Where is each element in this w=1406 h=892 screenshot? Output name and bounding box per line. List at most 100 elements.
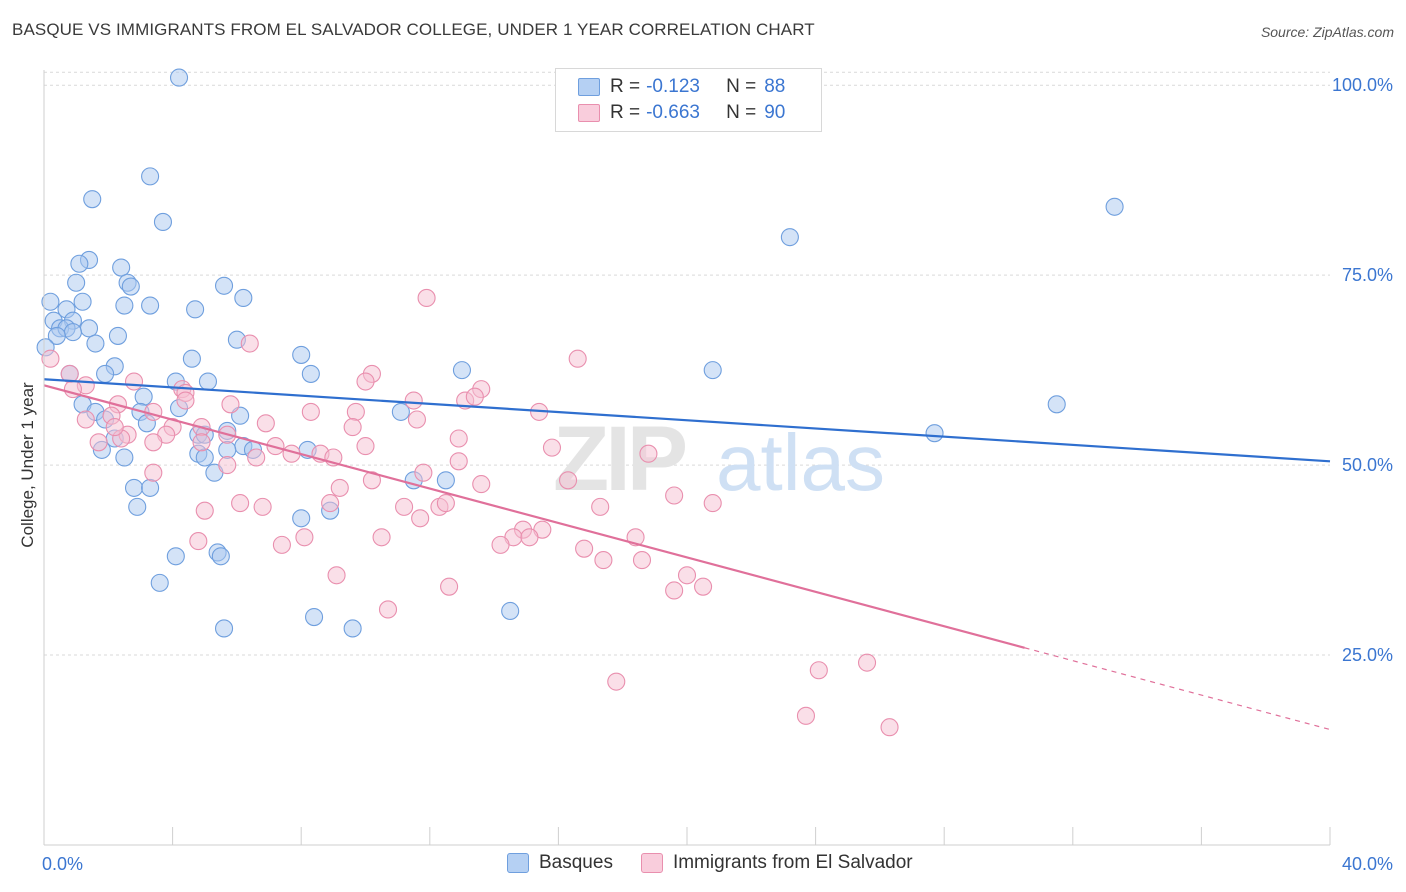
basques-point <box>703 361 722 380</box>
el-salvador-point <box>639 444 658 463</box>
el-salvador-point <box>694 577 713 596</box>
el-salvador-point <box>330 478 349 497</box>
el-salvador-point <box>809 661 828 680</box>
el-salvador-point <box>436 494 455 513</box>
el-salvador-point <box>76 410 95 429</box>
basques-point <box>301 364 320 383</box>
el-salvador-point <box>404 391 423 410</box>
el-salvador-point <box>356 437 375 456</box>
basques-point <box>1105 197 1124 216</box>
legend-swatch-blue <box>578 78 600 96</box>
el-salvador-point <box>343 418 362 437</box>
el-salvador-point <box>362 471 381 490</box>
el-salvador-point <box>144 433 163 452</box>
source-label: Source: ZipAtlas.com <box>1260 24 1394 40</box>
el-salvador-trend-line <box>43 384 1025 649</box>
watermark: ZIP atlas <box>553 408 885 510</box>
basques-point <box>1047 395 1066 414</box>
legend-label-basques: Basques <box>539 852 613 873</box>
el-salvador-point <box>144 463 163 482</box>
el-salvador-point <box>414 463 433 482</box>
basques-point <box>73 292 92 311</box>
basques-point <box>63 323 82 342</box>
el-salvador-point <box>253 497 272 516</box>
el-salvador-point <box>218 456 237 475</box>
basques-point <box>182 349 201 368</box>
basques-point <box>153 212 173 232</box>
basques-point <box>96 364 115 383</box>
basques-point <box>115 296 134 315</box>
el-salvador-point <box>105 418 124 437</box>
points-layer <box>36 68 1124 737</box>
el-salvador-point <box>356 372 375 391</box>
el-salvador-point <box>665 581 684 600</box>
el-salvador-point <box>240 334 259 353</box>
el-salvador-point <box>272 535 291 554</box>
el-salvador-point <box>321 494 340 513</box>
basques-point <box>292 345 311 364</box>
el-salvador-point <box>632 551 652 570</box>
r-value: -0.663 <box>646 102 700 123</box>
el-salvador-point <box>295 528 314 547</box>
el-salvador-point <box>449 429 468 448</box>
legend-row-el-salvador: R = -0.663 N = 90 <box>578 101 785 125</box>
basques-point <box>86 334 105 353</box>
el-salvador-point <box>440 577 459 596</box>
basques-point <box>292 509 311 528</box>
y-axis-label: College, Under 1 year <box>18 382 37 548</box>
el-salvador-point <box>880 718 899 737</box>
legend-row-basques: R = -0.123 N = 88 <box>578 75 785 99</box>
el-salvador-point <box>256 414 275 433</box>
basques-point <box>166 547 185 566</box>
el-salvador-point <box>89 433 108 452</box>
el-salvador-trend-line-extension <box>1024 647 1331 731</box>
el-salvador-point <box>575 539 594 558</box>
basques-point <box>141 478 160 497</box>
basques-point <box>214 276 234 295</box>
basques-point <box>70 254 89 273</box>
basques-point <box>452 361 472 380</box>
n-value: 90 <box>764 102 786 123</box>
basques-point <box>211 547 230 566</box>
basques-point <box>343 619 362 638</box>
el-salvador-point <box>607 672 626 691</box>
el-salvador-point <box>346 402 365 421</box>
el-salvador-point <box>491 535 510 554</box>
x-tick-label: 0.0% <box>42 854 83 874</box>
n-label: N = <box>726 102 757 123</box>
y-tick-label: 50.0% <box>1342 455 1393 475</box>
legend-item-el-salvador[interactable]: Immigrants from El Salvador <box>640 852 913 874</box>
basques-point <box>150 573 169 592</box>
series-legend: Basques Immigrants from El Salvador <box>507 852 941 874</box>
el-salvador-point <box>41 349 60 368</box>
el-salvador-point <box>372 528 391 547</box>
basques-point <box>780 228 799 247</box>
el-salvador-point <box>378 600 398 619</box>
legend-item-basques[interactable]: Basques <box>507 852 613 874</box>
el-salvador-point <box>796 706 816 725</box>
el-salvador-point <box>677 566 697 585</box>
basques-point <box>305 608 324 627</box>
basques-point <box>214 619 234 638</box>
basques-point <box>79 319 99 338</box>
el-salvador-point <box>192 433 211 452</box>
trend-layer <box>43 378 1331 731</box>
el-salvador-point <box>407 410 426 429</box>
r-label: R = <box>610 76 641 97</box>
el-salvador-point <box>417 288 436 307</box>
el-salvador-point <box>449 452 468 471</box>
basques-point <box>195 448 214 467</box>
y-tick-label: 75.0% <box>1342 265 1393 285</box>
legend-swatch-pink <box>640 853 663 873</box>
chart-title: BASQUE VS IMMIGRANTS FROM EL SALVADOR CO… <box>12 20 815 39</box>
basques-point <box>501 601 520 621</box>
x-tick-label: 40.0% <box>1342 854 1393 874</box>
axis-layer: 25.0% 50.0% 75.0% 100.0% 0.0% 40.0% <box>42 70 1393 874</box>
basques-point <box>925 424 944 443</box>
n-label: N = <box>726 76 757 97</box>
legend-swatch-blue <box>507 853 529 873</box>
el-salvador-point <box>411 509 430 528</box>
legend-swatch-pink <box>578 104 600 122</box>
el-salvador-point <box>591 497 610 516</box>
